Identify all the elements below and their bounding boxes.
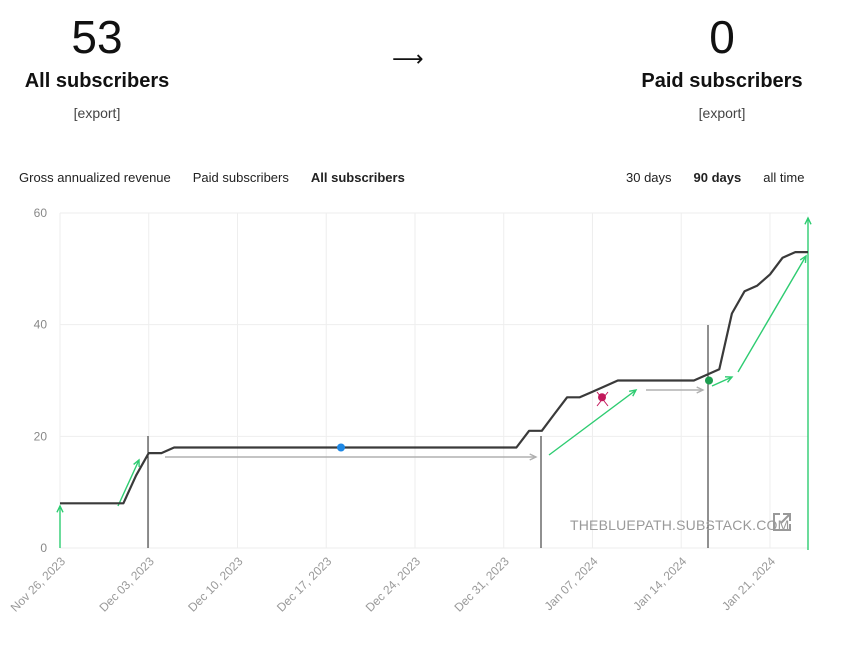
tab-paid-subscribers[interactable]: Paid subscribers	[192, 170, 289, 185]
all-subscribers-label: All subscribers	[24, 70, 170, 92]
cross-mark	[596, 391, 609, 407]
right-arrow-icon: ⟶	[392, 46, 424, 71]
green-arrow-head	[56, 504, 64, 513]
y-tick-label: 60	[34, 206, 48, 220]
subscriber-chart: 0 20 40 60 Nov 26, 2023 Dec 03, 2023 Dec 10, …	[8, 206, 812, 615]
green-arrow	[117, 459, 140, 507]
green-arrow-head	[724, 376, 734, 383]
all-subscribers-export-link[interactable]: [export]	[73, 105, 121, 121]
metric-tabs: Gross annualized revenue Paid subscriber…	[19, 170, 405, 185]
all-subscribers-count: 53	[71, 11, 123, 63]
green-arrow	[548, 389, 637, 456]
x-tick-label: Dec 03, 2023	[96, 554, 157, 615]
highlight-point	[337, 443, 345, 452]
all-subscribers-stat: 53 All subscribers [export]	[22, 14, 172, 121]
external-link-icon	[773, 513, 791, 531]
y-tick-label: 20	[34, 429, 48, 443]
paid-subscribers-count: 0	[709, 11, 735, 63]
x-tick-label: Nov 26, 2023	[8, 554, 69, 615]
x-tick-label: Jan 14, 2024	[630, 554, 689, 613]
y-tick-label: 0	[40, 541, 47, 555]
tab-all-time[interactable]: all time	[763, 170, 805, 185]
range-tabs: 30 days 90 days all time	[626, 170, 804, 185]
gray-arrow-head	[696, 386, 705, 394]
series-line	[60, 251, 808, 505]
x-tick-label: Dec 17, 2023	[274, 554, 335, 615]
chart-grid	[59, 212, 808, 549]
x-axis: Nov 26, 2023 Dec 03, 2023 Dec 10, 2023 Dec …	[8, 554, 779, 615]
annotations	[56, 216, 812, 550]
gray-arrow-head	[529, 453, 538, 461]
paid-subscribers-stat: 0 Paid subscribers [export]	[640, 14, 804, 121]
highlight-point	[705, 376, 713, 385]
green-arrow	[737, 255, 807, 373]
tab-90-days[interactable]: 90 days	[693, 170, 742, 185]
x-tick-label: Dec 24, 2023	[363, 554, 424, 615]
watermark-text: THEBLUEPATH.SUBSTACK.COM	[570, 517, 790, 533]
green-arrow-head	[804, 216, 812, 225]
watermark[interactable]: THEBLUEPATH.SUBSTACK.COM	[570, 513, 791, 533]
y-tick-label: 40	[34, 318, 48, 332]
tab-gross-annualized-revenue[interactable]: Gross annualized revenue	[19, 170, 171, 185]
green-arrow-head	[133, 458, 140, 468]
green-arrow	[711, 376, 733, 387]
x-tick-label: Jan 21, 2024	[719, 554, 778, 613]
paid-subscribers-label: Paid subscribers	[641, 70, 803, 92]
y-axis: 0 20 40 60	[34, 206, 48, 555]
x-tick-label: Jan 07, 2024	[542, 554, 601, 613]
highlight-points	[337, 376, 713, 452]
green-arrow-head	[799, 254, 807, 264]
tab-30-days[interactable]: 30 days	[626, 170, 672, 185]
paid-subscribers-export-link[interactable]: [export]	[698, 105, 746, 121]
x-tick-label: Dec 31, 2023	[451, 554, 512, 615]
x-tick-label: Dec 10, 2023	[185, 554, 246, 615]
green-arrow-head	[628, 389, 638, 397]
tab-all-subscribers[interactable]: All subscribers	[310, 170, 405, 185]
